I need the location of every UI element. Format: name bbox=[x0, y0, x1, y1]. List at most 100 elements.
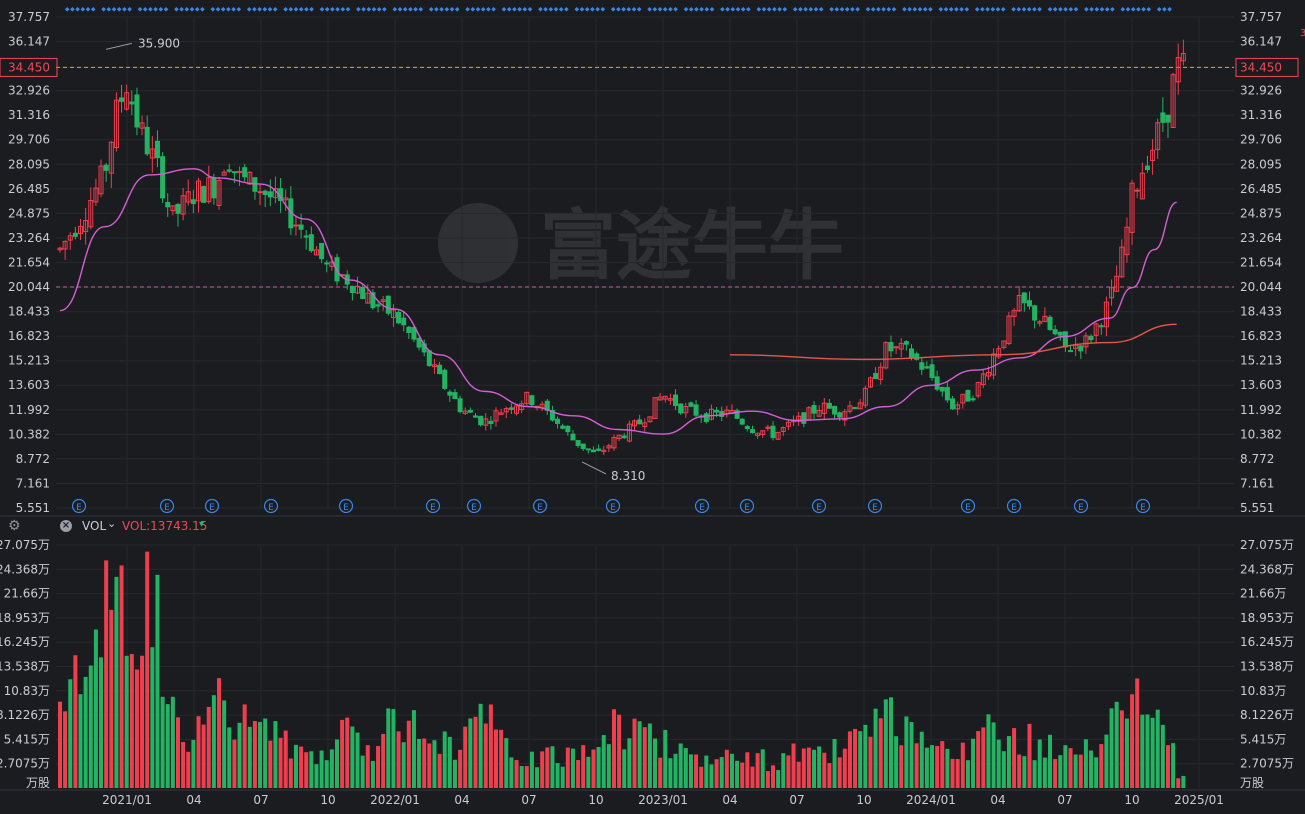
volume-tick-label: 27.075万 bbox=[1240, 538, 1294, 552]
chevron-down-icon[interactable]: ⌄ bbox=[107, 517, 117, 530]
volume-bar bbox=[191, 739, 196, 788]
candle-body bbox=[1001, 340, 1007, 348]
volume-bar bbox=[73, 655, 78, 788]
volume-bar bbox=[242, 704, 247, 788]
volume-bar bbox=[1083, 739, 1088, 788]
volume-bar bbox=[1027, 723, 1032, 788]
volume-tick-label: 5.415万 bbox=[4, 732, 50, 746]
event-marker-icon[interactable]: E bbox=[1073, 498, 1089, 514]
candle-body bbox=[524, 391, 530, 405]
event-marker-icon[interactable]: E bbox=[811, 498, 827, 514]
candle-body bbox=[975, 382, 981, 397]
signal-dot bbox=[1073, 7, 1079, 12]
signal-dot bbox=[600, 7, 606, 12]
event-marker-icon[interactable]: E bbox=[159, 498, 175, 514]
signal-dot bbox=[371, 7, 377, 12]
volume-bar bbox=[842, 748, 847, 788]
signal-dot bbox=[153, 7, 158, 12]
candle-body bbox=[1180, 52, 1186, 62]
candle-body bbox=[667, 398, 673, 401]
volume-bar bbox=[217, 678, 222, 788]
candle-body bbox=[888, 341, 894, 352]
signal-dot bbox=[366, 7, 372, 12]
volume-bar bbox=[1006, 736, 1011, 788]
signal-dot bbox=[304, 7, 309, 12]
volume-bar bbox=[452, 759, 457, 788]
volume-bar bbox=[904, 716, 909, 788]
svg-text:E: E bbox=[1078, 503, 1084, 513]
candle-body bbox=[596, 448, 602, 451]
candle-body bbox=[744, 426, 750, 429]
x-tick-label: 04 bbox=[722, 793, 737, 807]
signal-dot bbox=[553, 7, 559, 12]
candle-body bbox=[703, 413, 709, 423]
signal-dot bbox=[704, 7, 710, 12]
candle-body bbox=[247, 171, 253, 185]
signal-dot bbox=[574, 7, 580, 12]
volume-bar bbox=[304, 752, 309, 788]
volume-bar bbox=[442, 731, 447, 788]
signal-dot bbox=[538, 7, 543, 12]
volume-bar bbox=[1058, 755, 1063, 788]
volume-bar bbox=[791, 743, 796, 788]
event-marker-icon[interactable]: E bbox=[425, 498, 441, 514]
candle-body bbox=[570, 433, 576, 441]
candle-body bbox=[98, 165, 104, 195]
candle-body bbox=[206, 177, 212, 203]
candle-body bbox=[585, 448, 591, 451]
signal-dot bbox=[75, 7, 80, 12]
signal-dot bbox=[595, 7, 600, 12]
indicator-selector[interactable]: VOL bbox=[82, 519, 107, 533]
gear-icon[interactable]: ⚙ bbox=[8, 518, 21, 534]
candle-body bbox=[113, 99, 119, 149]
volume-bar bbox=[740, 762, 745, 788]
candle-body bbox=[416, 338, 422, 348]
candle-body bbox=[324, 262, 330, 265]
price-tick-label: 15.213 bbox=[1240, 354, 1282, 368]
event-marker-icon[interactable]: E bbox=[532, 498, 548, 514]
signal-dot bbox=[418, 7, 424, 12]
event-marker-icon[interactable]: E bbox=[466, 498, 482, 514]
candle-body bbox=[1134, 189, 1140, 192]
volume-bar bbox=[663, 729, 668, 788]
volume-bar bbox=[370, 760, 375, 788]
volume-bar bbox=[1124, 718, 1129, 788]
close-icon[interactable]: × bbox=[60, 520, 72, 532]
candle-body bbox=[693, 404, 699, 416]
candle-body bbox=[1175, 56, 1181, 83]
signal-dot bbox=[1068, 7, 1074, 12]
event-marker-icon[interactable]: E bbox=[605, 498, 621, 514]
event-marker-icon[interactable]: E bbox=[1006, 498, 1022, 514]
event-marker-icon[interactable]: E bbox=[694, 498, 710, 514]
price-tick-label: 23.264 bbox=[1240, 231, 1282, 245]
volume-bar bbox=[150, 647, 155, 788]
event-marker-icon[interactable]: E bbox=[338, 498, 354, 514]
candle-body bbox=[755, 432, 761, 437]
event-marker-icon[interactable]: E bbox=[71, 498, 87, 514]
signal-dot bbox=[246, 7, 252, 12]
signal-dot bbox=[813, 7, 819, 12]
volume-bar bbox=[273, 721, 278, 788]
candle-body bbox=[955, 404, 961, 410]
watermark-text: 富途牛牛 bbox=[540, 201, 844, 290]
signal-dot bbox=[959, 7, 964, 12]
candle-body bbox=[57, 247, 63, 251]
event-marker-icon[interactable]: E bbox=[867, 498, 883, 514]
event-marker-icon[interactable]: E bbox=[263, 498, 279, 514]
high-annotation-label: 35.900 bbox=[138, 36, 180, 50]
candle-body bbox=[637, 419, 643, 425]
volume-bar bbox=[165, 704, 170, 788]
event-marker-icon[interactable]: E bbox=[960, 498, 976, 514]
volume-bar bbox=[1165, 745, 1170, 788]
signal-dot bbox=[111, 7, 117, 12]
price-tick-label: 31.316 bbox=[8, 108, 50, 122]
volume-bar bbox=[299, 746, 304, 788]
event-marker-icon[interactable]: E bbox=[739, 498, 755, 514]
price-tick-label: 10.382 bbox=[8, 427, 50, 441]
price-tick-label: 13.603 bbox=[8, 378, 50, 392]
event-marker-icon[interactable]: E bbox=[204, 498, 220, 514]
signal-dot bbox=[928, 7, 933, 12]
event-marker-icon[interactable]: E bbox=[1135, 498, 1151, 514]
volume-tick-label: 21.66万 bbox=[1240, 587, 1286, 601]
